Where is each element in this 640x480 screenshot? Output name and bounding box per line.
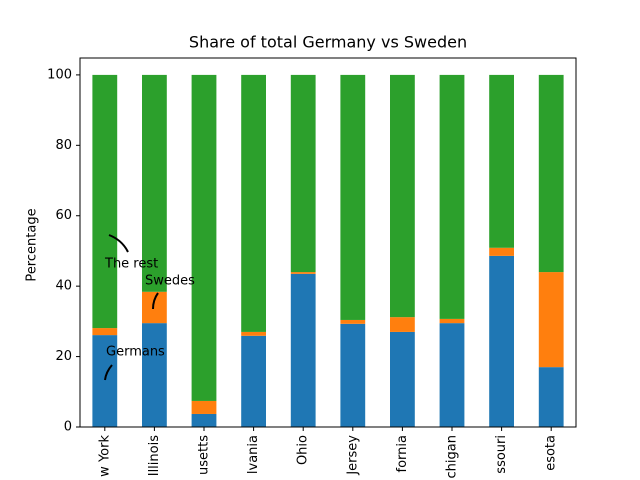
y-tick-label: 80 — [55, 138, 72, 153]
x-tick-label: esota — [544, 435, 559, 471]
bar-segment — [241, 74, 266, 332]
y-tick-label: 100 — [47, 67, 72, 82]
bar-segment — [142, 291, 167, 324]
bar-segment — [241, 331, 266, 336]
bar-segment — [191, 400, 217, 414]
bar-segment — [489, 255, 514, 427]
bar-segment — [340, 74, 366, 320]
bar-segment — [439, 323, 465, 427]
bar-segment — [290, 272, 316, 274]
annotation: The rest — [104, 257, 158, 272]
bar-segment — [489, 74, 514, 248]
y-tick-label: 40 — [55, 279, 72, 294]
bar-segment — [241, 335, 266, 427]
annotation-arrow — [104, 364, 113, 381]
x-tick-label: Illinois — [147, 435, 162, 476]
bar-segment — [538, 367, 564, 427]
y-tick-label: 60 — [55, 208, 72, 223]
bar-segment — [290, 74, 316, 273]
bar-segment — [340, 319, 366, 324]
plot-frame — [79, 57, 577, 428]
y-tick-label: 20 — [55, 349, 72, 364]
bar-segment — [340, 323, 366, 427]
bar-segment — [191, 74, 217, 401]
bar-segment — [191, 413, 217, 427]
bar-segment — [439, 318, 465, 324]
bar-segment — [92, 335, 118, 427]
x-tick-label: ssouri — [494, 435, 509, 474]
bar-segment — [92, 328, 118, 336]
bar-segment — [290, 273, 316, 427]
y-tick-label: 0 — [64, 420, 72, 435]
y-axis-label: Percentage — [25, 208, 40, 281]
annotation-arrow — [108, 234, 129, 253]
x-tick-label: Jersey — [345, 435, 360, 476]
x-tick-label: fornia — [395, 435, 410, 472]
bar-segment — [142, 74, 167, 292]
x-tick-label: w York — [97, 435, 112, 477]
bar-segment — [390, 74, 415, 318]
annotation: Germans — [106, 345, 165, 360]
x-tick-label: usetts — [197, 435, 212, 475]
x-tick-label: Ohio — [296, 435, 311, 465]
annotation-arrow — [152, 292, 159, 310]
bar-segment — [142, 323, 167, 427]
bar-segment — [489, 247, 514, 256]
bar-segment — [92, 74, 118, 329]
bar-segment — [390, 317, 415, 332]
annotation: Swedes — [145, 274, 195, 289]
bar-segment — [538, 272, 564, 368]
bar-segment — [439, 74, 465, 319]
bar-segment — [538, 74, 564, 273]
x-tick-label: chigan — [445, 435, 460, 478]
chart-title: Share of total Germany vs Sweden — [189, 33, 467, 52]
x-tick-label: lvania — [246, 435, 261, 474]
bar-segment — [390, 331, 415, 427]
